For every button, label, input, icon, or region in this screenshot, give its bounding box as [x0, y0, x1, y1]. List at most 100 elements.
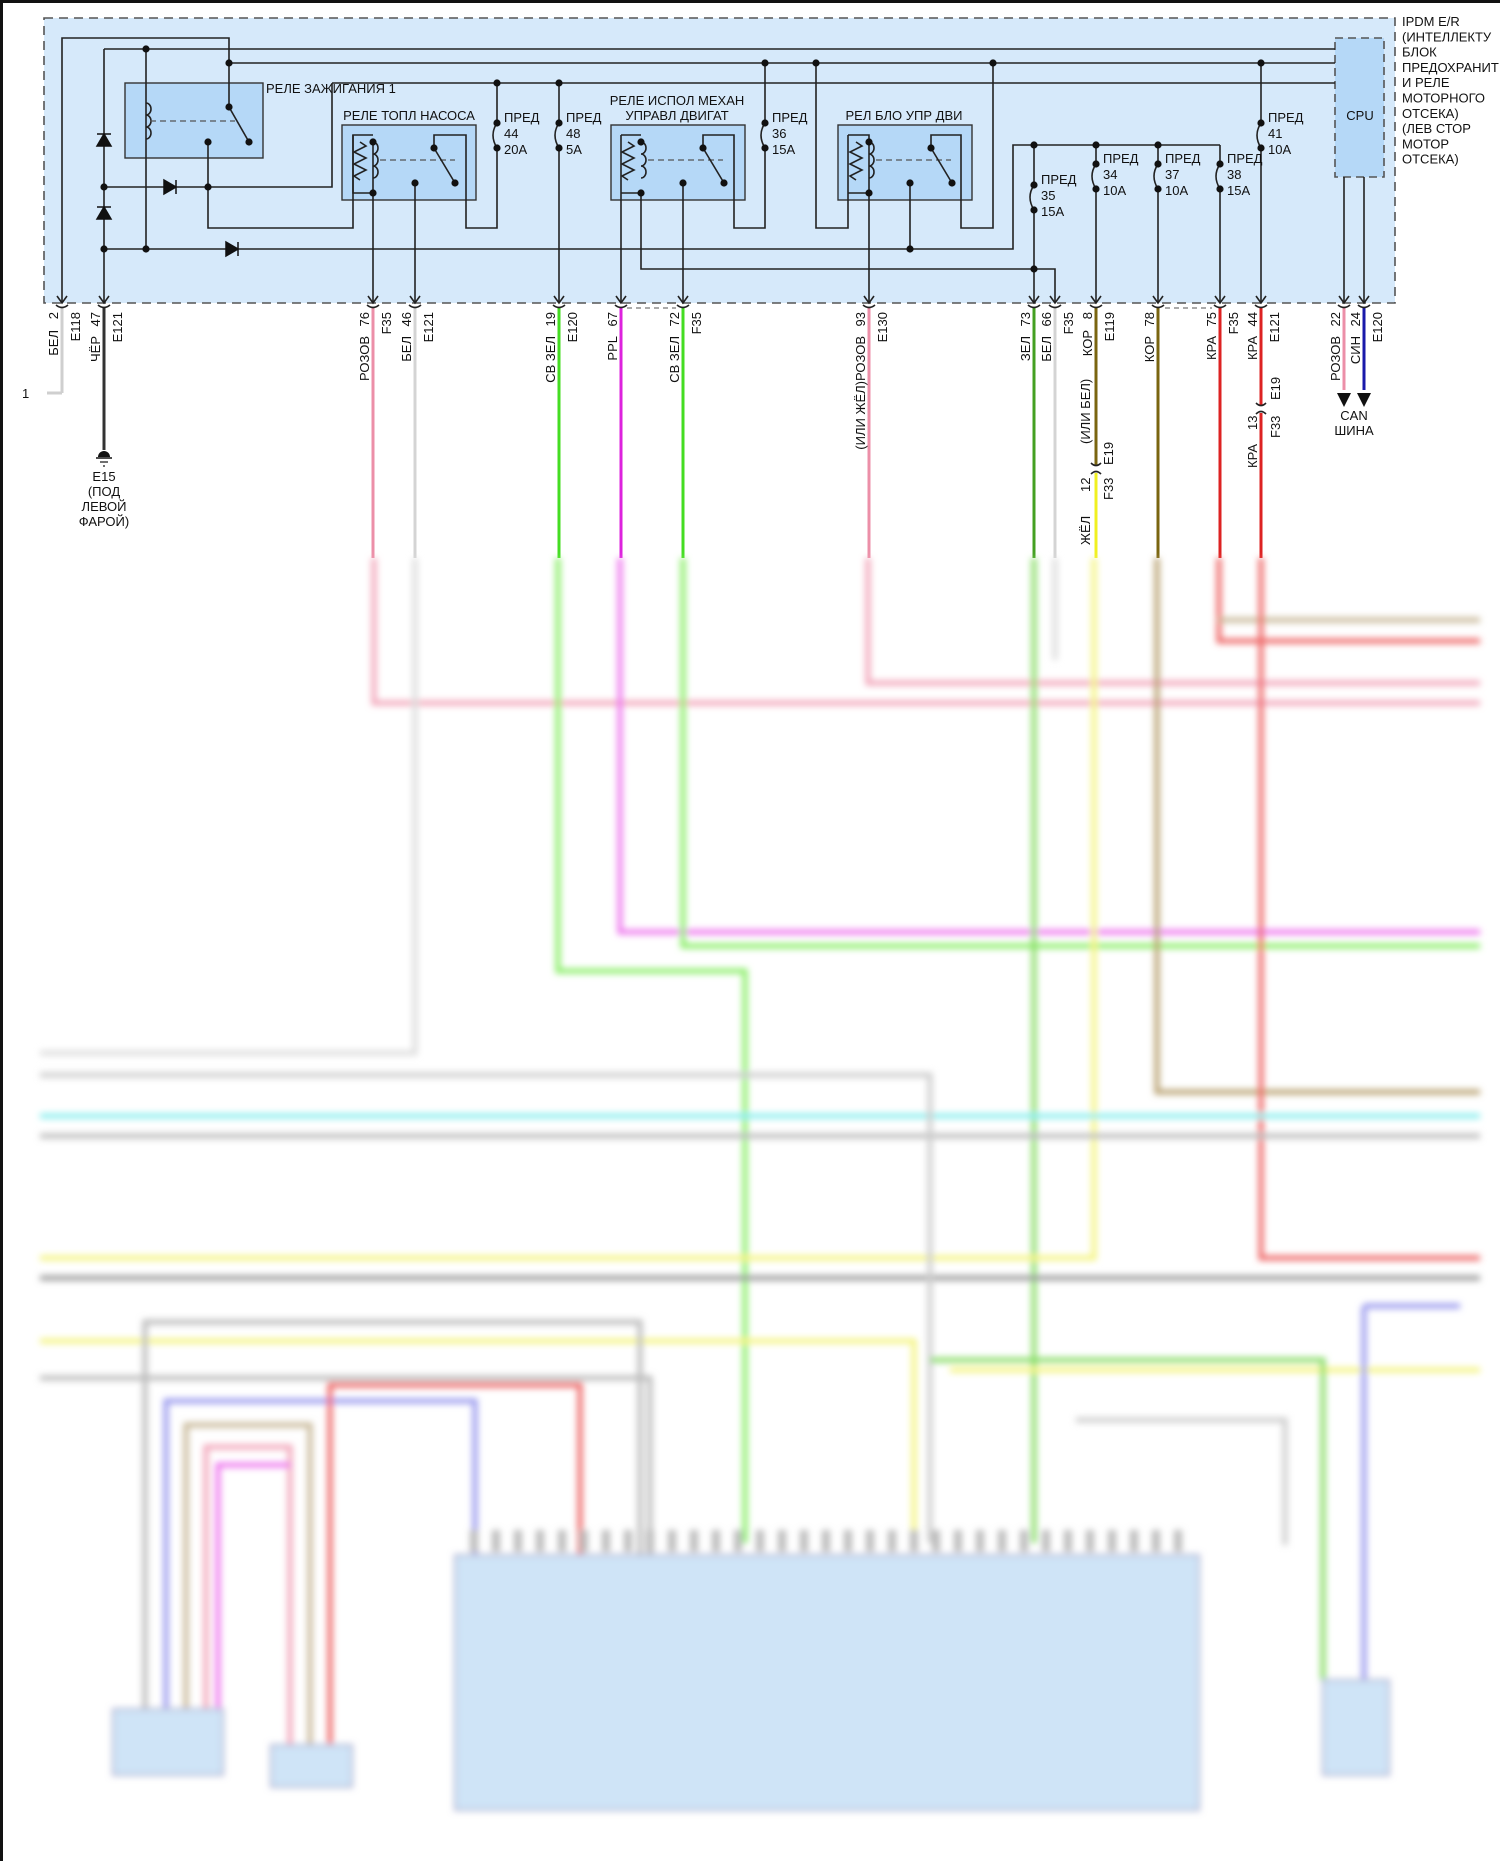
wire-color-label: КОР [1080, 330, 1095, 356]
fuse-terminal [1216, 185, 1224, 193]
pin-connector-icon [1357, 304, 1371, 309]
junction-dot [1154, 141, 1162, 149]
relay-ecm-box [837, 124, 973, 201]
wire-color-label: КРА [1204, 336, 1219, 360]
blurred-pin [712, 1530, 720, 1552]
connector-name: E121 [421, 312, 436, 342]
blurred-wire [865, 558, 1480, 686]
pin-connector-icon [1337, 304, 1351, 309]
fuse-rating: 10A [1165, 183, 1188, 198]
pin-connector-icon [408, 304, 422, 309]
wire-color-label: ЗЕЛ [1018, 336, 1033, 361]
relay-coil-icon [868, 141, 875, 179]
fuse-name: ПРЕД [1227, 151, 1263, 166]
blurred-pin [734, 1530, 742, 1552]
fuse-terminal [761, 119, 769, 127]
junction-dot [142, 245, 150, 253]
junction-dot [100, 183, 108, 191]
junction-dot [430, 144, 438, 152]
junction-dot [679, 179, 687, 187]
fuse-name: ПРЕД [566, 110, 602, 125]
pin-number: 66 [1039, 312, 1054, 326]
blurred-pin [954, 1530, 962, 1552]
connector-name: F35 [689, 312, 704, 334]
ipdm-label-line: ОТСЕКА) [1402, 106, 1459, 121]
fuse-rating: 10A [1103, 183, 1126, 198]
connector-name: F35 [1226, 312, 1241, 334]
connector-name: E120 [1370, 312, 1385, 342]
pin-arrow-icon [1214, 295, 1226, 305]
fuse-name: ПРЕД [1268, 110, 1304, 125]
blurred-wire [40, 1338, 917, 1543]
resistor-icon [620, 141, 636, 181]
junction-dot [927, 144, 935, 152]
wire [930, 63, 994, 229]
fuse-number: 41 [1268, 126, 1282, 141]
fuses: ПРЕД4420AПРЕД485AПРЕД3615AПРЕД3515AПРЕД3… [492, 110, 1304, 219]
blurred-pin [1086, 1530, 1094, 1552]
blurred-pin [932, 1530, 940, 1552]
fuse-terminal [761, 144, 769, 152]
blurred-wire [183, 1422, 313, 1745]
blurred-pin [624, 1530, 632, 1552]
connector-name: E130 [875, 312, 890, 342]
relay-actuator-label: РЕЛЕ ИСПОЛ МЕХАН [610, 93, 745, 108]
junction-dot [245, 138, 253, 146]
fuse-terminal [1154, 185, 1162, 193]
blurred-pin [668, 1530, 676, 1552]
wire-color-label: РОЗОВ [1328, 336, 1343, 381]
pin-number: 72 [667, 312, 682, 326]
splice-connector: E19 [1101, 442, 1116, 465]
fuse-rating: 5A [566, 142, 582, 157]
fuse-rating: 10A [1268, 142, 1291, 157]
internal-wiring [61, 37, 1365, 303]
pin-connector-icon [1213, 304, 1227, 309]
ipdm-label-line: И РЕЛЕ [1402, 75, 1450, 90]
relay-switch-icon [228, 106, 250, 143]
blurred-pin [1174, 1530, 1182, 1552]
pin-connector-icon [676, 304, 690, 309]
fuse-terminal [1216, 160, 1224, 168]
pin-number: 46 [399, 312, 414, 326]
connector-pins: 2 БЕЛ E118 47 ЧЁР E121 76 РОЗОВ F35 46 БЕЛ E121 19 СВ… [46, 295, 1385, 558]
blurred-pin [1042, 1530, 1050, 1552]
pin-number: 76 [357, 312, 372, 326]
blurred-pin [976, 1530, 984, 1552]
pin-number: 75 [1204, 312, 1219, 326]
fuse-terminal [1092, 185, 1100, 193]
pin-arrow-icon [863, 295, 875, 305]
ground-icon [96, 451, 112, 467]
pin-arrow-icon [1152, 295, 1164, 305]
fuse-number: 48 [566, 126, 580, 141]
fuse-name: ПРЕД [1041, 172, 1077, 187]
pin-connector-icon [97, 304, 111, 309]
splice-connector: F33 [1101, 478, 1116, 500]
fuse-gap [761, 121, 769, 150]
ground-name: E15 [92, 469, 115, 484]
blurred-wire [163, 1398, 478, 1709]
wire-color-label: КРА [1245, 444, 1260, 468]
ground-location: ЛЕВОЙ [82, 499, 127, 514]
blurred-wire [617, 558, 1480, 935]
pin-arrow-icon [1049, 295, 1061, 305]
blurred-component-box [270, 1744, 353, 1788]
pin-connector-icon [1151, 304, 1165, 309]
ipdm-label-line: (ИНТЕЛЛЕКТУ [1402, 29, 1492, 44]
pin-arrow-icon [98, 295, 110, 305]
blurred-component-box [1322, 1679, 1390, 1776]
relay-fuel-pump-box [341, 124, 477, 201]
relay-actuator-box [610, 124, 746, 201]
pin-arrow-icon [1255, 295, 1267, 305]
pin-number: 93 [853, 312, 868, 326]
splice-connector: E19 [1268, 377, 1283, 400]
junction-dot [225, 103, 233, 111]
pin-arrow-icon [615, 295, 627, 305]
junction-dot [1257, 59, 1265, 67]
blurred-pin [1130, 1530, 1138, 1552]
ipdm-label-line: МОТОРНОГО [1402, 91, 1485, 106]
blurred-wire [930, 1357, 1326, 1680]
fuse-number: 44 [504, 126, 518, 141]
ipdm-label-line: ОТСЕКА) [1402, 152, 1459, 167]
pin-connector-icon [862, 304, 876, 309]
